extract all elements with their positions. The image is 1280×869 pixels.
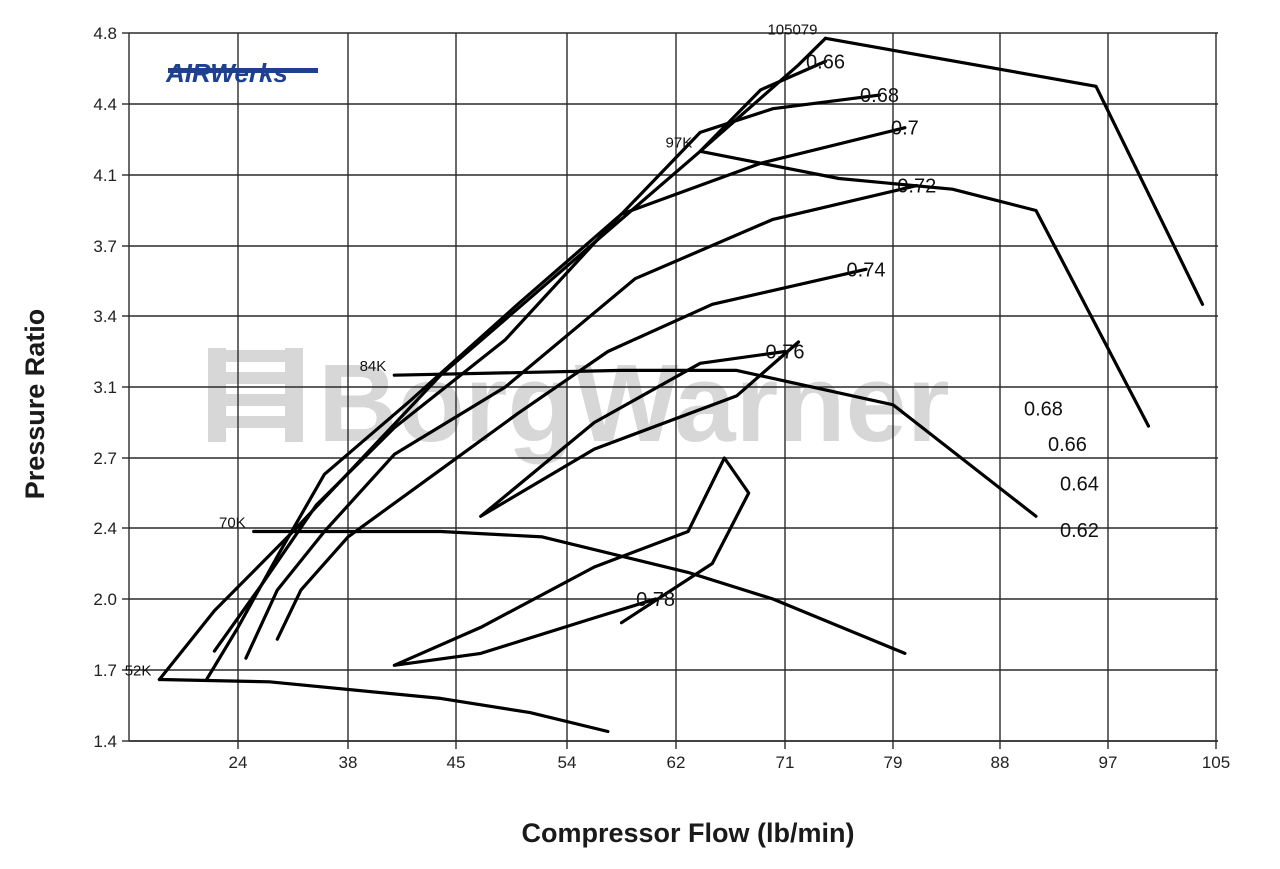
efficiency-label: 0.78 [636,589,675,611]
speed-line [823,36,1205,306]
x-tick-label: 97 [1099,753,1118,772]
efficiency-contour [698,59,828,153]
y-tick-label: 1.7 [93,661,117,680]
efficiency-label: 0.74 [847,259,886,281]
x-tick-label: 62 [667,753,686,772]
efficiency-label: 0.68 [860,85,899,107]
surge-line-path [157,36,828,682]
y-tick-label: 4.8 [93,24,117,43]
efficiency-label: 0.66 [806,51,845,73]
speed-line-label: 70K [219,515,246,532]
y-tick-label: 4.4 [93,95,117,114]
y-axis-ticks: 1.4 1.7 2.0 2.4 2.7 3.1 3.4 3.7 4.1 4.4 4.8 [93,24,129,751]
x-tick-label: 105 [1202,753,1230,772]
airwerks-logo: AIRWerks [165,58,318,88]
efficiency-contour [392,456,751,667]
grid [128,32,1218,742]
efficiency-contour [275,267,868,641]
efficiency-contour [479,340,801,518]
speed-line [252,529,907,655]
surge-line [157,36,828,682]
x-tick-label: 88 [991,753,1010,772]
efficiency-contour [205,126,907,682]
x-axis-ticks: 24 38 45 54 62 71 79 88 97 105 [229,741,1230,772]
speed-line-label: 97K [666,134,693,151]
speed-line [392,368,1038,518]
y-tick-label: 2.0 [93,590,117,609]
efficiency-label: 0.62 [1060,520,1099,542]
efficiency-islands: 0.780.760.740.720.70.680.660.680.660.640… [205,51,1099,682]
speed-line-label: 105079 [767,21,817,38]
efficiency-label: 0.7 [891,118,919,140]
efficiency-contour [244,184,919,660]
logo-text: AIRWerks [165,58,288,88]
x-tick-label: 54 [558,753,577,772]
y-tick-label: 3.7 [93,237,117,256]
y-tick-label: 3.4 [93,307,117,326]
x-tick-label: 79 [884,753,903,772]
y-axis-title: Pressure Ratio [20,309,50,500]
speed-line-label: 84K [360,358,387,375]
y-tick-label: 3.1 [93,378,117,397]
borgwarner-logo-mark [208,348,303,442]
x-tick-label: 24 [229,753,248,772]
efficiency-label: 0.68 [1024,398,1063,420]
efficiency-label: 0.66 [1048,434,1087,456]
speed-line-label: 52K [125,662,152,679]
x-tick-label: 38 [339,753,358,772]
x-axis-title: Compressor Flow (lb/min) [521,818,854,848]
y-tick-label: 4.1 [93,166,117,185]
y-tick-label: 2.4 [93,519,117,538]
efficiency-label: 0.76 [766,342,805,364]
borgwarner-watermark: BorgWarner [208,342,950,465]
efficiency-label: 0.64 [1060,474,1099,496]
speed-line [157,677,610,734]
speed-lines: 52K 70K 84K 97K 105079 [125,21,1205,734]
x-tick-label: 45 [447,753,466,772]
speed-line [698,149,1151,428]
x-tick-label: 71 [776,753,795,772]
y-tick-label: 1.4 [93,732,117,751]
logo-underline [168,68,318,73]
y-tick-label: 2.7 [93,449,117,468]
efficiency-contour [212,93,882,653]
